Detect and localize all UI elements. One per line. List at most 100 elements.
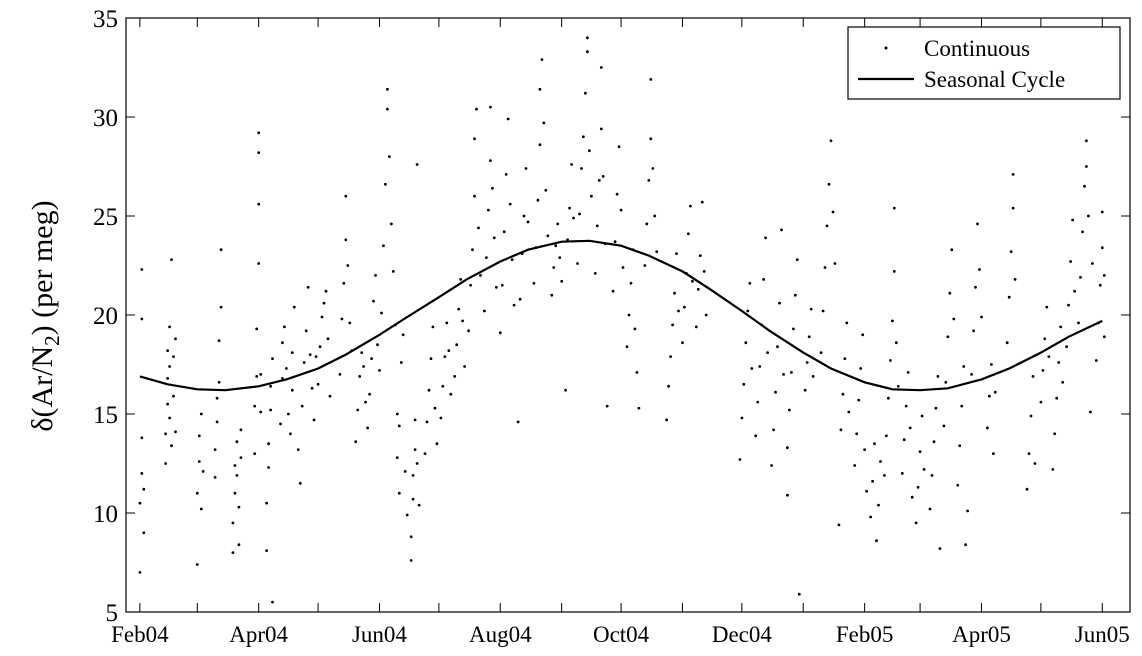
- continuous-point: [356, 408, 360, 412]
- continuous-point: [786, 493, 789, 497]
- continuous-point: [255, 375, 259, 378]
- continuous-point: [649, 78, 653, 81]
- continuous-point: [823, 266, 827, 269]
- continuous-point: [892, 206, 896, 210]
- continuous-point: [388, 155, 391, 159]
- continuous-point: [142, 531, 146, 535]
- continuous-point: [292, 305, 296, 309]
- continuous-point: [316, 382, 320, 386]
- continuous-point: [879, 460, 882, 463]
- continuous-point: [865, 489, 868, 493]
- continuous-point: [411, 497, 415, 501]
- continuous-point: [980, 315, 983, 319]
- continuous-point: [694, 325, 698, 329]
- continuous-point: [271, 357, 274, 360]
- continuous-point: [970, 373, 973, 376]
- continuous-point: [1045, 305, 1049, 309]
- continuous-point: [740, 416, 744, 420]
- continuous-point: [843, 357, 847, 360]
- continuous-point: [340, 317, 344, 321]
- continuous-point: [988, 394, 991, 398]
- continuous-point: [809, 307, 813, 311]
- continuous-point: [397, 491, 401, 495]
- continuous-point: [538, 87, 542, 91]
- continuous-point: [312, 418, 316, 422]
- continuous-point: [689, 204, 692, 208]
- continuous-point: [993, 390, 997, 394]
- continuous-point: [441, 384, 445, 388]
- continuous-point: [599, 66, 603, 69]
- continuous-point: [1079, 276, 1082, 279]
- continuous-point: [344, 238, 348, 242]
- continuous-point: [382, 244, 385, 248]
- y-tick-label: 5: [106, 600, 119, 627]
- continuous-point: [795, 258, 799, 261]
- y-tick-label: 20: [93, 303, 118, 330]
- continuous-point: [415, 462, 419, 465]
- continuous-point: [195, 491, 199, 495]
- continuous-point: [922, 468, 926, 471]
- x-tick-label: Jun05: [1075, 622, 1130, 647]
- continuous-point: [518, 297, 522, 301]
- continuous-point: [584, 91, 587, 95]
- x-tick-label: Dec04: [712, 622, 773, 647]
- continuous-point: [576, 262, 579, 265]
- continuous-point: [197, 434, 201, 438]
- continuous-point: [170, 258, 173, 261]
- continuous-point: [475, 107, 478, 111]
- continuous-point: [237, 543, 241, 547]
- continuous-point: [934, 406, 938, 410]
- continuous-point: [645, 222, 649, 226]
- continuous-point: [601, 175, 605, 178]
- continuous-point: [318, 345, 322, 349]
- continuous-point: [473, 194, 476, 198]
- continuous-point: [833, 262, 837, 265]
- continuous-point: [916, 485, 920, 489]
- continuous-point: [199, 412, 203, 416]
- continuous-point: [1043, 337, 1047, 341]
- continuous-point: [522, 214, 526, 218]
- continuous-point: [647, 179, 651, 182]
- continuous-point: [538, 143, 542, 147]
- continuous-point: [257, 202, 261, 206]
- continuous-point: [386, 87, 389, 91]
- continuous-point: [498, 331, 502, 335]
- continuous-point: [429, 357, 433, 360]
- continuous-point: [401, 333, 405, 337]
- x-tick-label: Oct04: [593, 622, 650, 647]
- continuous-point: [847, 410, 851, 414]
- continuous-point: [1085, 139, 1088, 143]
- continuous-point: [195, 563, 199, 566]
- continuous-point: [1100, 210, 1104, 214]
- continuous-point: [896, 384, 900, 388]
- continuous-point: [546, 234, 550, 238]
- continuous-point: [504, 173, 508, 176]
- continuous-point: [588, 149, 591, 153]
- x-tick-label: Aug04: [469, 622, 532, 647]
- continuous-point: [512, 303, 516, 307]
- continuous-point: [399, 361, 403, 364]
- continuous-point: [457, 307, 461, 311]
- continuous-point: [863, 448, 866, 451]
- continuous-point: [613, 240, 617, 244]
- y-axis-label-prefix: δ(Ar/N: [26, 346, 59, 432]
- continuous-point: [805, 361, 809, 364]
- legend: Continuous Seasonal Cycle: [847, 26, 1121, 100]
- continuous-point: [1053, 432, 1057, 436]
- continuous-point: [621, 266, 625, 269]
- continuous-point: [138, 501, 142, 505]
- continuous-point: [1011, 173, 1015, 176]
- continuous-point: [841, 392, 845, 396]
- continuous-point: [1083, 184, 1086, 188]
- continuous-point: [992, 452, 995, 455]
- continuous-point: [900, 472, 904, 475]
- continuous-point: [483, 309, 486, 313]
- continuous-point: [219, 248, 223, 252]
- continuous-point: [599, 127, 603, 131]
- continuous-point: [1061, 380, 1065, 384]
- continuous-point: [572, 216, 575, 220]
- axes-layer: 5 10 15 20 25 30 35 Feb04 Apr04 Jun04 Aug04 Oct04 De…: [93, 6, 1130, 647]
- continuous-point: [738, 458, 742, 461]
- continuous-point: [269, 384, 272, 388]
- continuous-point: [762, 278, 765, 281]
